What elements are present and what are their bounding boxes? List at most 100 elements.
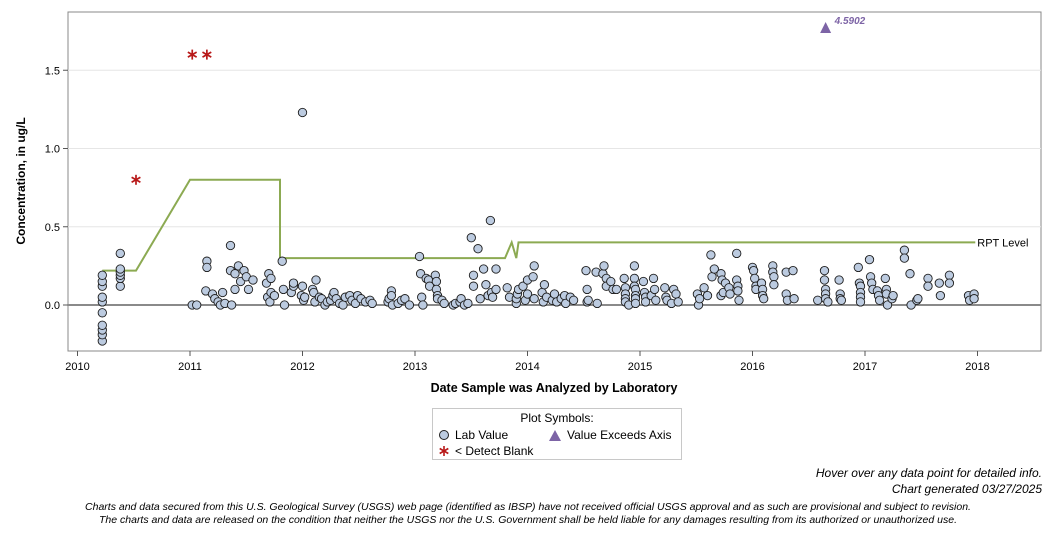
lab-value-point[interactable] [115, 281, 125, 291]
lab-value-point[interactable] [226, 300, 237, 310]
lab-value-point[interactable] [888, 290, 898, 301]
lab-value-point[interactable] [481, 280, 491, 290]
lab-value-point[interactable] [582, 284, 592, 295]
lab-value-point[interactable] [418, 300, 428, 310]
lab-value-point[interactable] [225, 240, 236, 251]
lab-value-point[interactable] [431, 276, 442, 287]
lab-value-point[interactable] [648, 273, 659, 284]
lab-value-point[interactable] [502, 283, 512, 293]
lab-value-point[interactable] [923, 273, 933, 284]
lab-value-point[interactable] [638, 276, 649, 287]
lab-value-point[interactable] [944, 278, 955, 288]
detect-blank-point[interactable] [202, 49, 212, 60]
lab-value-point[interactable] [725, 289, 735, 299]
lab-value-point[interactable] [487, 292, 498, 302]
lab-value-point[interactable] [581, 265, 591, 276]
lab-value-point[interactable] [414, 251, 425, 262]
lab-value-point[interactable] [529, 261, 539, 271]
lab-value-point[interactable] [528, 272, 538, 282]
value-exceeds-axis-point[interactable] [820, 21, 832, 33]
lab-value-point[interactable] [297, 107, 308, 118]
lab-value-point[interactable] [707, 272, 717, 282]
lab-value-point[interactable] [439, 298, 449, 309]
lab-value-point[interactable] [367, 298, 377, 309]
lab-value-point[interactable] [769, 272, 779, 282]
lab-value-point[interactable] [475, 294, 485, 304]
lab-value-point[interactable] [529, 294, 539, 304]
lab-value-point[interactable] [417, 292, 427, 302]
lab-value-point[interactable] [217, 287, 228, 298]
lab-value-point[interactable] [592, 298, 602, 309]
lab-value-point[interactable] [463, 298, 473, 309]
lab-value-point[interactable] [640, 297, 651, 307]
lab-value-point[interactable] [619, 273, 629, 284]
detect-blank-point[interactable] [131, 174, 141, 185]
lab-value-point[interactable] [230, 269, 240, 279]
lab-value-point[interactable] [97, 292, 107, 302]
lab-value-point[interactable] [813, 295, 823, 305]
lab-value-point[interactable] [819, 275, 830, 285]
lab-value-point[interactable] [491, 264, 501, 274]
lab-value-point[interactable] [97, 270, 107, 280]
lab-value-point[interactable] [202, 262, 212, 273]
lab-value-point[interactable] [923, 281, 933, 291]
lab-value-point[interactable] [734, 295, 744, 305]
lab-value-point[interactable] [759, 294, 769, 304]
lab-value-point[interactable] [748, 265, 759, 276]
lab-value-point[interactable] [278, 284, 289, 295]
lab-value-point[interactable] [874, 295, 885, 305]
detect-blank-point[interactable] [187, 49, 198, 60]
lab-value-point[interactable] [606, 276, 616, 287]
lab-value-point[interactable] [300, 292, 310, 302]
lab-value-point[interactable] [265, 297, 275, 307]
lab-value-point[interactable] [905, 269, 915, 279]
lab-value-point[interactable] [853, 262, 863, 273]
lab-value-point[interactable] [115, 264, 125, 274]
lab-value-point[interactable] [709, 264, 719, 274]
lab-value-point[interactable] [539, 280, 550, 290]
lab-value-point[interactable] [583, 295, 593, 305]
lab-value-point[interactable] [466, 233, 476, 243]
lab-value-point[interactable] [561, 298, 571, 309]
lab-value-point[interactable] [97, 320, 107, 330]
lab-value-point[interactable] [599, 261, 609, 271]
lab-value-point[interactable] [491, 284, 501, 295]
lab-value-point[interactable] [468, 270, 479, 280]
lab-value-point[interactable] [864, 254, 875, 265]
lab-value-point[interactable] [673, 297, 683, 307]
lab-value-point[interactable] [789, 294, 799, 304]
lab-value-point[interactable] [671, 289, 681, 299]
lab-value-point[interactable] [269, 290, 280, 301]
lab-value-point[interactable] [694, 294, 705, 304]
lab-value-point[interactable] [230, 284, 240, 295]
lab-value-point[interactable] [834, 275, 844, 285]
lab-value-point[interactable] [522, 289, 533, 299]
lab-value-point[interactable] [732, 248, 742, 259]
lab-value-point[interactable] [311, 275, 321, 285]
lab-value-point[interactable] [518, 281, 528, 291]
lab-value-point[interactable] [699, 283, 709, 293]
lab-value-point[interactable] [277, 256, 287, 266]
lab-value-point[interactable] [651, 295, 661, 305]
lab-value-point[interactable] [115, 248, 125, 259]
lab-value-point[interactable] [404, 300, 415, 310]
lab-value-point[interactable] [288, 278, 299, 288]
lab-value-point[interactable] [788, 265, 798, 276]
lab-value-point[interactable] [882, 300, 893, 310]
lab-value-point[interactable] [629, 273, 640, 284]
lab-value-point[interactable] [899, 245, 910, 255]
lab-value-point[interactable] [400, 294, 410, 304]
lab-value-point[interactable] [819, 265, 830, 276]
lab-value-point[interactable] [629, 261, 640, 271]
lab-value-point[interactable] [611, 284, 622, 295]
lab-value-point[interactable] [649, 284, 660, 295]
lab-value-point[interactable] [944, 270, 955, 280]
lab-value-point[interactable] [473, 244, 483, 254]
lab-value-point[interactable] [823, 297, 833, 307]
lab-value-point[interactable] [297, 281, 308, 291]
lab-value-point[interactable] [855, 297, 866, 307]
lab-value-point[interactable] [248, 275, 258, 285]
lab-value-point[interactable] [733, 286, 743, 296]
lab-value-point[interactable] [568, 295, 579, 305]
lab-value-point[interactable] [702, 290, 713, 301]
